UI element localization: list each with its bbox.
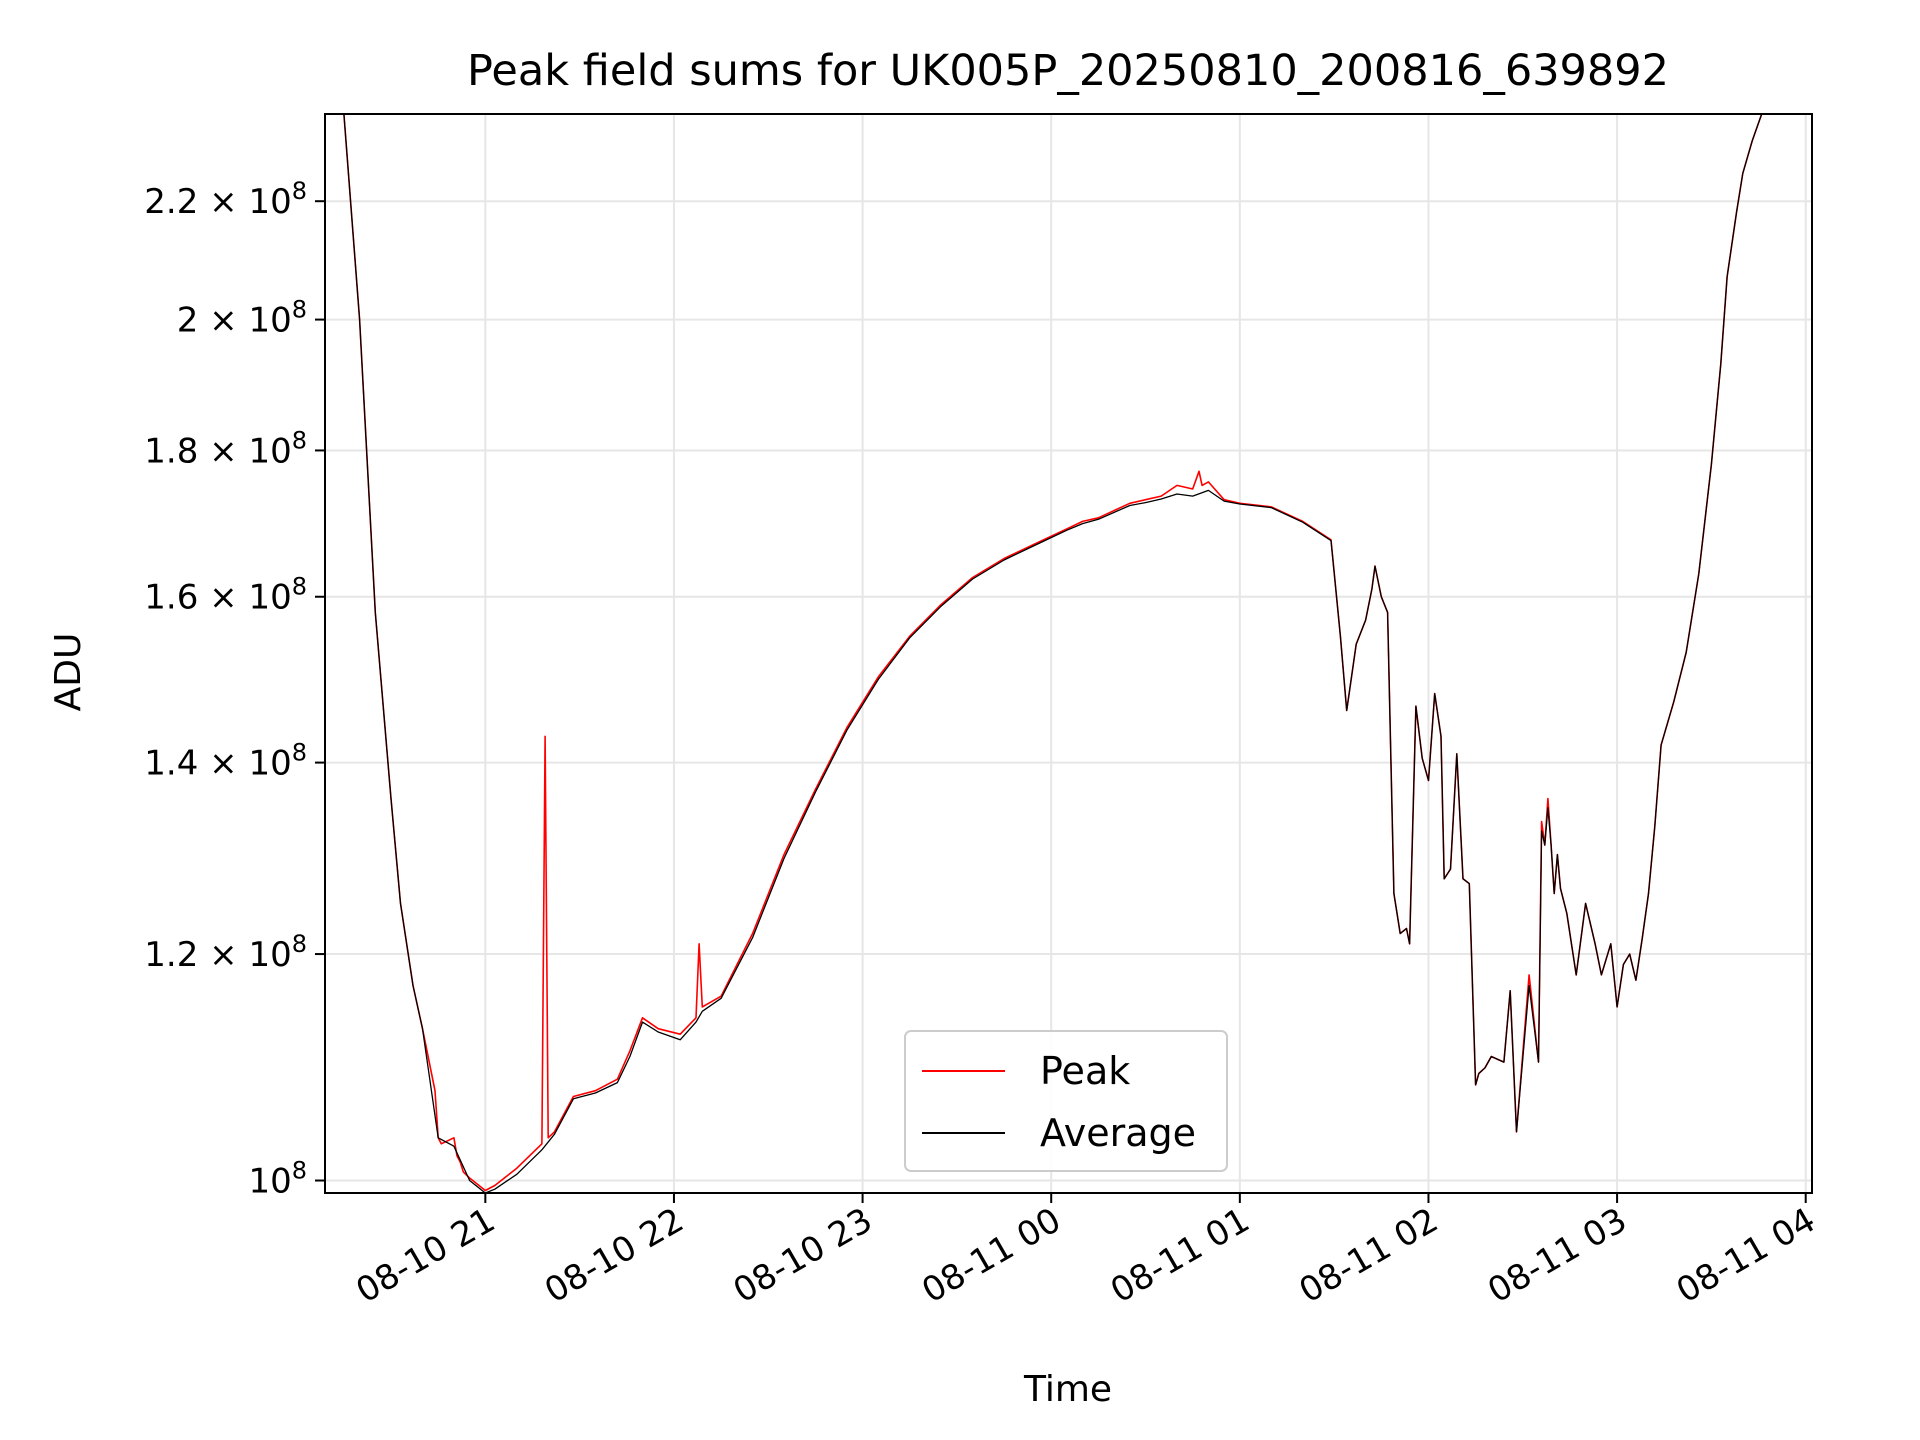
y-tick-label: 1.4 × 108 — [144, 739, 307, 784]
y-axis-label: ADU — [48, 633, 89, 712]
series-line-average — [325, 114, 1812, 1193]
y-tick-base: 10 — [248, 935, 291, 975]
plot-lines — [325, 114, 1812, 1193]
y-tick-exponent: 8 — [292, 296, 307, 324]
y-tick-times: × — [198, 182, 248, 222]
y-tick-label: 1.6 × 108 — [144, 573, 307, 618]
y-tick-times: × — [198, 578, 248, 618]
y-tick-label: 108 — [248, 1157, 307, 1202]
y-tick-exponent: 8 — [292, 426, 307, 454]
legend-box — [904, 1030, 1228, 1172]
y-tick-base: 10 — [248, 744, 291, 784]
y-tick-mantissa: 1.8 — [144, 431, 198, 471]
y-tick-exponent: 8 — [292, 573, 307, 601]
y-tick-label: 1.8 × 108 — [144, 426, 307, 471]
y-tick-label: 2 × 108 — [177, 296, 307, 341]
y-tick-base: 10 — [248, 1162, 291, 1202]
y-tick-exponent: 8 — [292, 1157, 307, 1185]
y-tick-base: 10 — [248, 431, 291, 471]
y-tick-mantissa: 1.6 — [144, 578, 198, 618]
y-tick-exponent: 8 — [292, 739, 307, 767]
grid — [325, 114, 1812, 1193]
y-tick-times: × — [198, 744, 248, 784]
y-tick-base: 10 — [248, 578, 291, 618]
legend: Peak Average — [904, 1030, 1228, 1172]
y-tick-mantissa: 1.4 — [144, 744, 198, 784]
y-tick-exponent: 8 — [292, 177, 307, 205]
y-tick-label: 2.2 × 108 — [144, 177, 307, 222]
legend-label-peak: Peak — [1040, 1049, 1130, 1093]
chart-title: Peak field sums for UK005P_20250810_2008… — [467, 46, 1669, 96]
y-tick-label: 1.2 × 108 — [144, 930, 307, 975]
y-tick-times: × — [198, 935, 248, 975]
y-tick-times: × — [198, 431, 248, 471]
plot-frame — [324, 113, 1813, 1194]
y-tick-base: 10 — [248, 182, 291, 222]
y-tick-times: × — [198, 301, 248, 341]
y-tick-mantissa: 2 — [177, 301, 199, 341]
y-tick-base: 10 — [248, 301, 291, 341]
legend-label-average: Average — [1040, 1111, 1196, 1155]
x-axis-label: Time — [1023, 1369, 1112, 1410]
y-tick-exponent: 8 — [292, 930, 307, 958]
y-tick-mantissa: 1.2 — [144, 935, 198, 975]
y-tick-mantissa: 2.2 — [144, 182, 198, 222]
